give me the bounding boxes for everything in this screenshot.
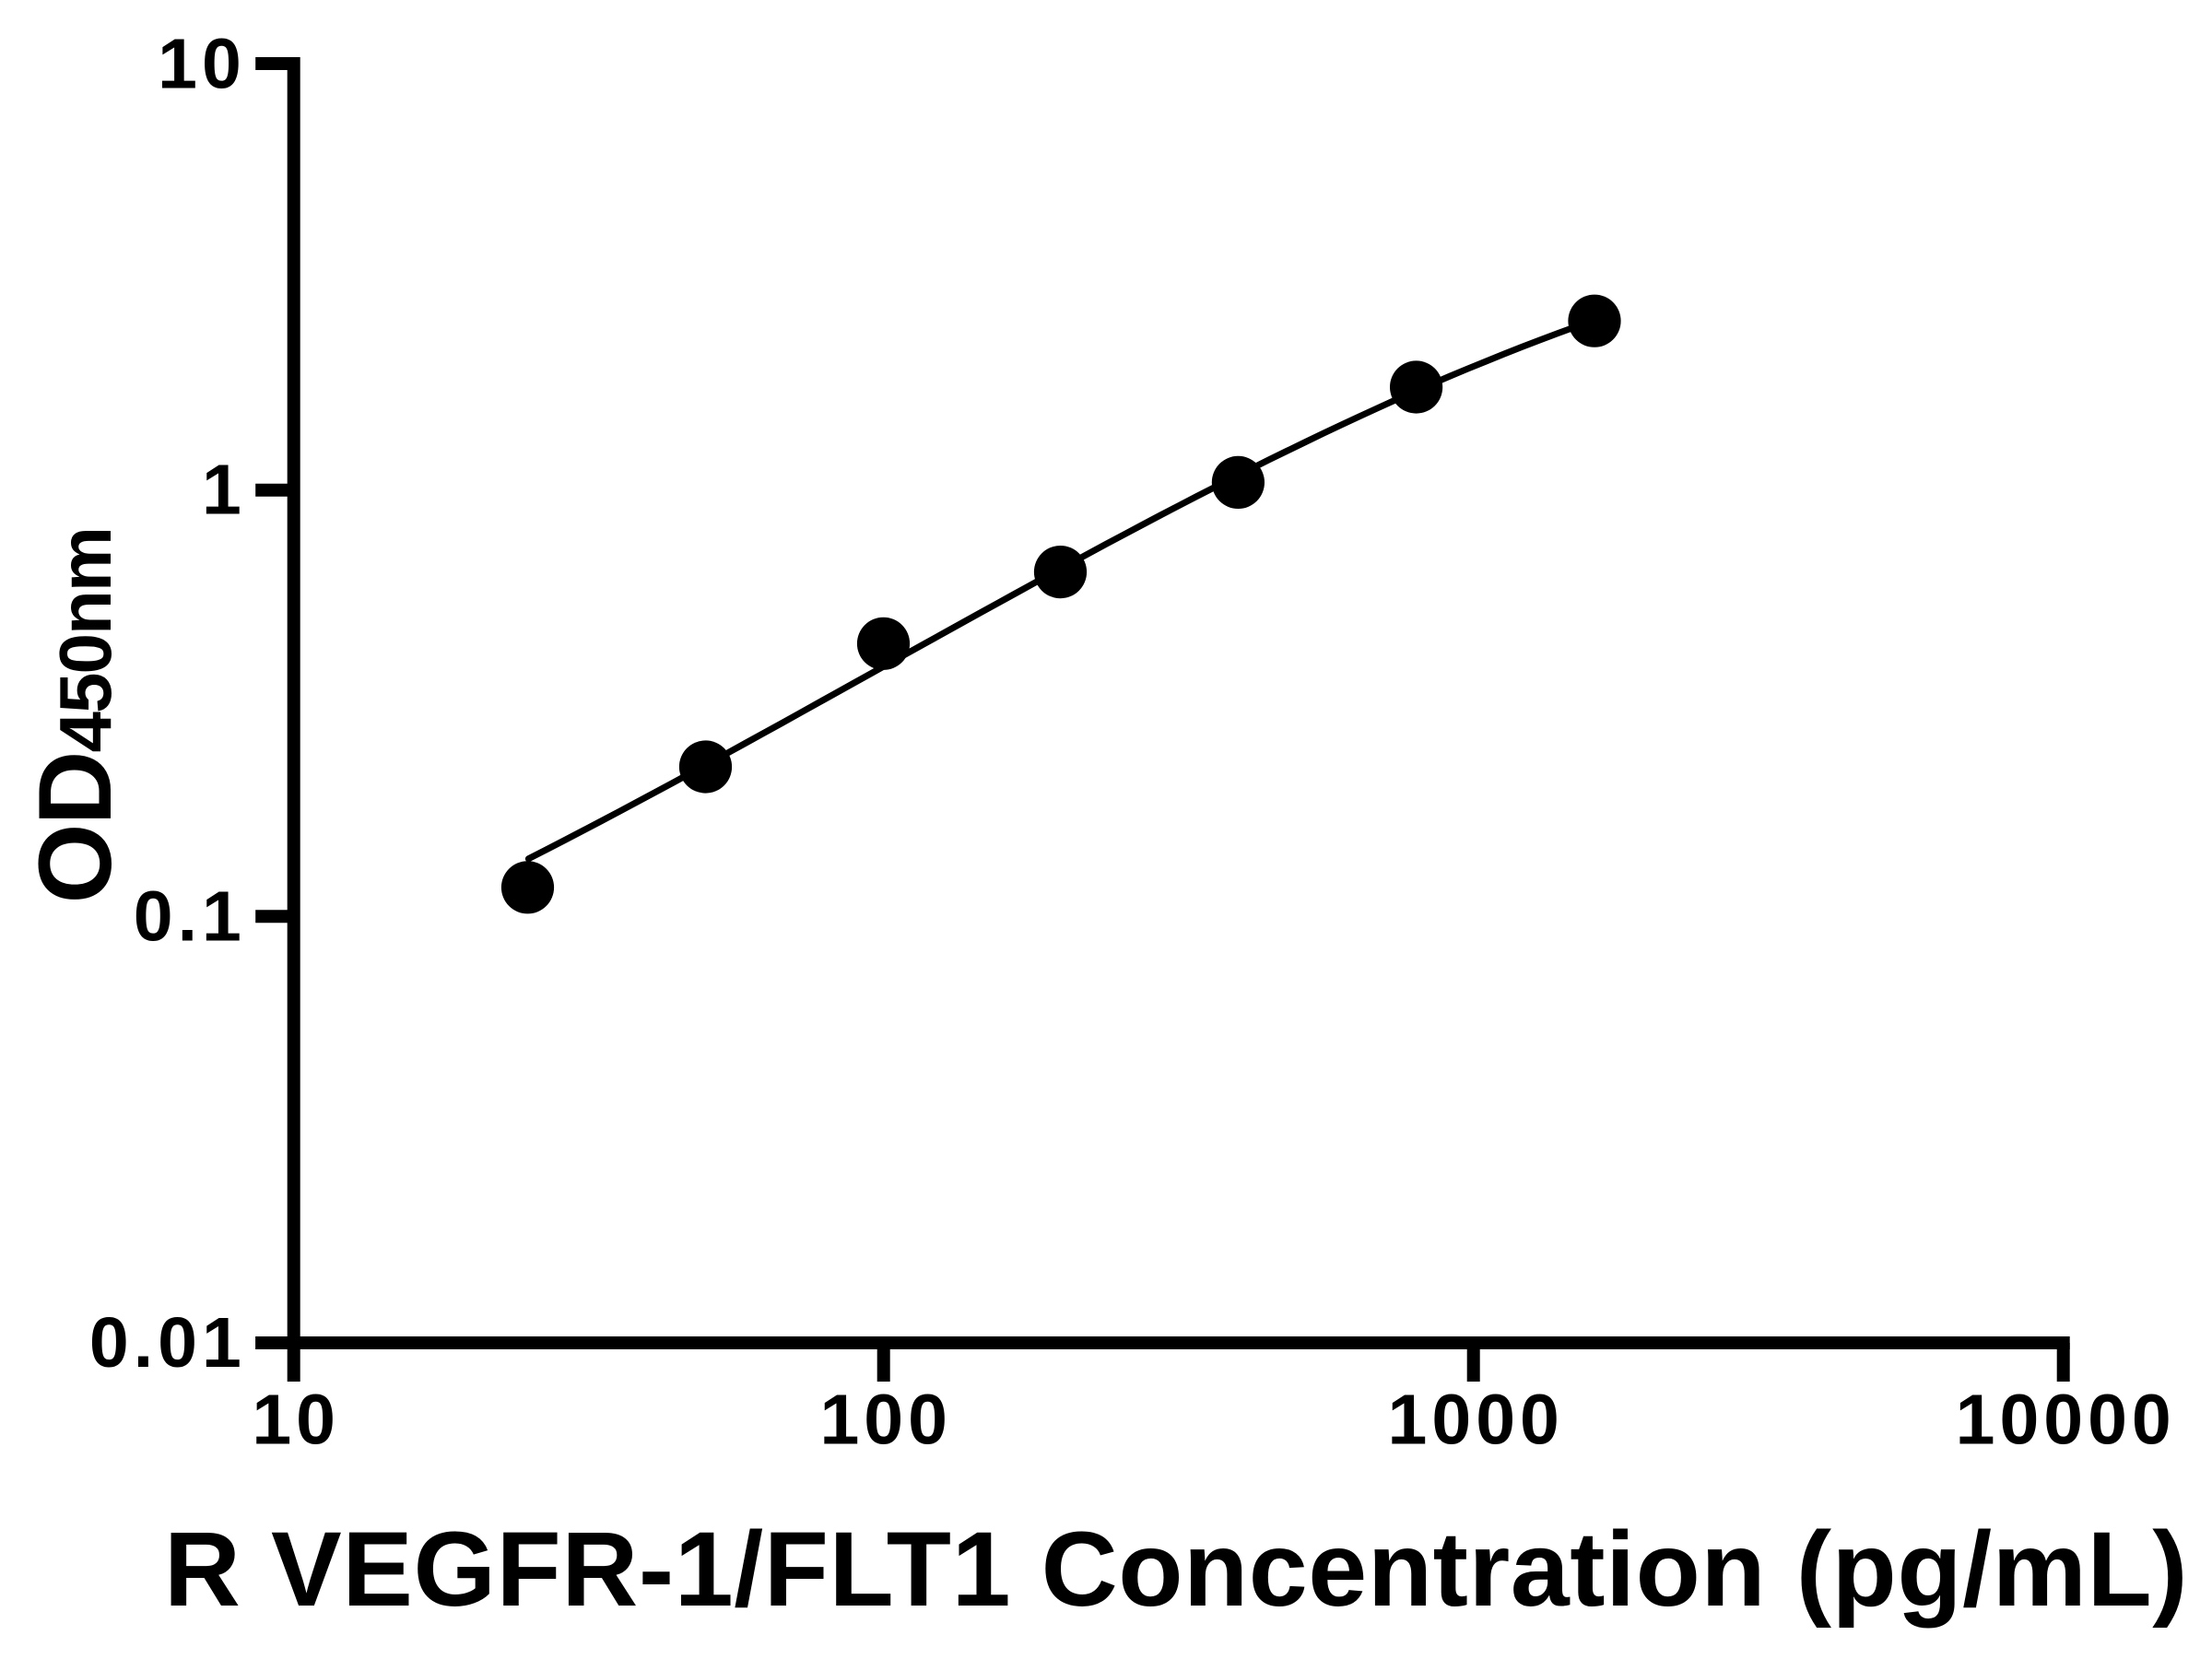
svg-text:1: 1 [202, 451, 246, 530]
svg-text:0.01: 0.01 [89, 1303, 246, 1382]
svg-text:R VEGFR-1/FLT1 Concentration (: R VEGFR-1/FLT1 Concentration (pg/mL) [164, 1511, 2188, 1629]
svg-text:10: 10 [252, 1381, 340, 1460]
svg-text:10: 10 [158, 25, 246, 104]
svg-text:10000: 10000 [1956, 1381, 2176, 1460]
svg-text:1000: 1000 [1388, 1381, 1564, 1460]
svg-text:0.1: 0.1 [134, 877, 246, 956]
svg-text:100: 100 [819, 1381, 951, 1460]
